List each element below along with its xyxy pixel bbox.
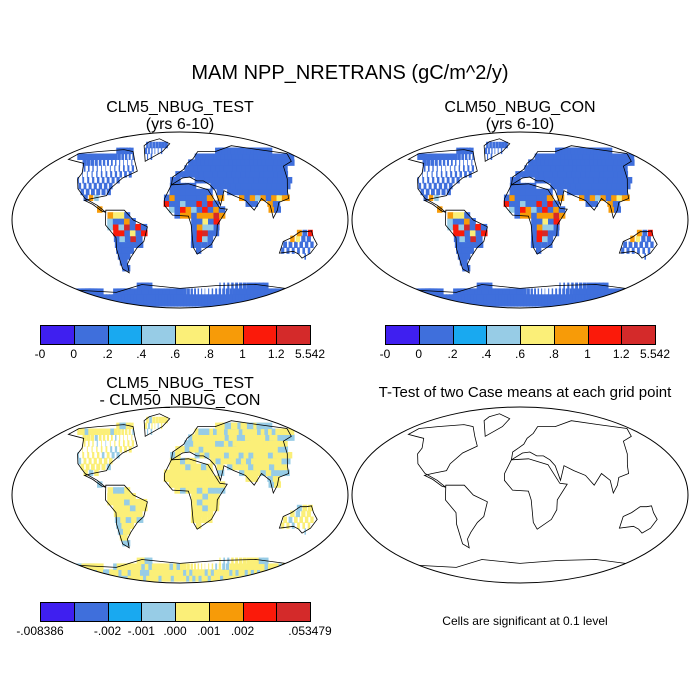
- colorbar-tick-label: -0: [34, 347, 46, 361]
- panel2-title-line1: CLM50_NBUG_CON: [444, 99, 596, 116]
- main-title: MAM NPP_NRETRANS (gC/m^2/y): [191, 62, 509, 84]
- colorbar-tick-label: 1: [239, 347, 246, 361]
- panel2-title: CLM50_NBUG_CON (yrs 6-10): [390, 99, 650, 133]
- panel3-title-line2: - CLM50_NBUG_CON: [99, 392, 261, 409]
- colorbar-tick-label: 1.2: [612, 347, 630, 361]
- panel3-title: CLM5_NBUG_TEST - CLM50_NBUG_CON: [40, 375, 320, 409]
- colorbar-tick-label: .4: [481, 347, 492, 361]
- colorbar-tick-label: .6: [169, 347, 181, 361]
- panel1-title: CLM5_NBUG_TEST (yrs 6-10): [50, 99, 310, 133]
- panel4-title: T-Test of two Case means at each grid po…: [378, 384, 672, 401]
- colorbar-swatch: [40, 325, 75, 345]
- colorbar-swatch: [141, 325, 176, 345]
- colorbar-swatch: [621, 325, 656, 345]
- panel1-title-line2: (yrs 6-10): [145, 116, 215, 133]
- colorbar-tick-label: .8: [548, 347, 559, 361]
- colorbar-tick-label: -0: [379, 347, 391, 361]
- colorbar-swatch: [452, 325, 488, 345]
- colorbar-swatch: [175, 602, 210, 622]
- colorbar-swatch: [276, 602, 311, 622]
- map-panel-control: [351, 131, 689, 309]
- colorbar-tick-label: 5.542: [639, 347, 671, 361]
- map-panel-ttest: [351, 406, 689, 584]
- colorbar-swatch: [553, 325, 589, 345]
- colorbar-swatch: [486, 325, 521, 345]
- colorbar-tick-label: .002: [230, 624, 255, 638]
- map-panel-test: [11, 131, 349, 309]
- panel2-title-line2: (yrs 6-10): [485, 116, 555, 133]
- colorbar-tick-label: .4: [136, 347, 147, 361]
- colorbar-tick-label: .2: [447, 347, 458, 361]
- colorbar-control: -0 0 .2 .4 .6 .8 1 1.2 5.542: [380, 325, 670, 365]
- colorbar-tick-label: 5.542: [294, 347, 326, 361]
- colorbar-tick-label: .000: [163, 624, 187, 638]
- colorbar-swatch: [385, 325, 420, 345]
- ttest-note: Cells are significant at 0.1 level: [442, 614, 608, 628]
- colorbar-tick-label: -.008386: [16, 624, 64, 638]
- colorbar-swatch: [208, 325, 244, 345]
- colorbar-tick-label: 0: [70, 347, 78, 361]
- colorbar-swatch: [520, 325, 555, 345]
- colorbar-tick-label: .8: [203, 347, 214, 361]
- colorbar-swatch: [242, 325, 278, 345]
- colorbar-swatch: [73, 602, 109, 622]
- colorbar-swatch: [587, 325, 623, 345]
- colorbar-swatch: [107, 325, 143, 345]
- colorbar-swatch: [141, 602, 176, 622]
- colorbar-tick-label: -.001: [127, 624, 155, 638]
- colorbar-tick-label: .2: [102, 347, 113, 361]
- map-panel-difference: [11, 406, 349, 584]
- colorbar-swatch: [73, 325, 109, 345]
- colorbar-tick-label: 1.2: [267, 347, 285, 361]
- colorbar-swatch: [242, 602, 278, 622]
- colorbar-swatch: [418, 325, 454, 345]
- colorbar-swatch: [208, 602, 244, 622]
- colorbar-tick-label: .6: [514, 347, 526, 361]
- panel1-title-line1: CLM5_NBUG_TEST: [106, 99, 254, 116]
- colorbar-tick-label: -.002: [93, 624, 122, 638]
- colorbar-difference: -.008386 -.002 -.001 .000 .001 .002 .053479: [16, 602, 332, 642]
- colorbar-tick-label: 1: [584, 347, 591, 361]
- colorbar-tick-label: 0: [415, 347, 423, 361]
- colorbar-swatch: [276, 325, 311, 345]
- colorbar-test: -0 0 .2 .4 .6 .8 1 1.2 5.542: [35, 325, 325, 365]
- colorbar-tick-label: .053479: [288, 624, 332, 638]
- colorbar-swatch: [40, 602, 75, 622]
- colorbar-swatch: [107, 602, 143, 622]
- panel3-title-line1: CLM5_NBUG_TEST: [106, 375, 254, 392]
- colorbar-swatch: [175, 325, 210, 345]
- colorbar-tick-label: .001: [197, 624, 221, 638]
